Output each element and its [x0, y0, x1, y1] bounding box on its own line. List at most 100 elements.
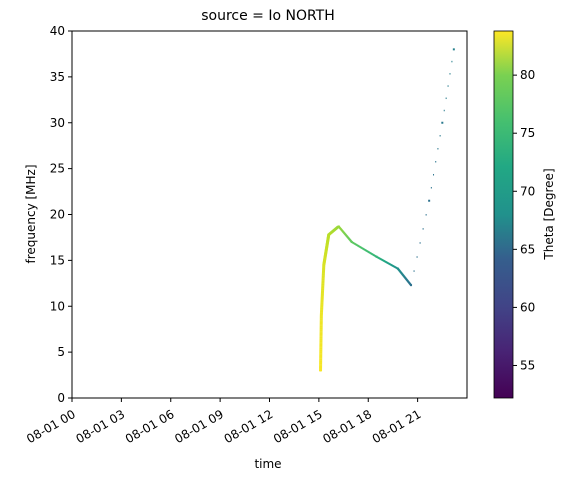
data-point — [319, 350, 323, 352]
data-point — [320, 291, 324, 294]
y-tick-label: 15 — [50, 253, 65, 267]
data-point — [319, 361, 323, 363]
colorbar — [493, 30, 514, 399]
colorbar-tick-label: 60 — [520, 300, 535, 314]
data-point — [320, 310, 324, 313]
x-tick-label: 08-01 21 — [370, 407, 424, 446]
data-point — [326, 241, 330, 244]
x-tick-label: 08-01 09 — [172, 407, 226, 446]
data-point — [441, 121, 444, 124]
data-point — [324, 252, 328, 254]
data-point — [325, 247, 329, 250]
data-point — [319, 344, 323, 347]
data-point — [319, 362, 323, 365]
x-tick-label: 08-01 18 — [320, 407, 374, 446]
y-tick-label: 35 — [50, 70, 65, 84]
data-point — [396, 267, 399, 270]
data-point — [325, 243, 329, 245]
data-point — [319, 351, 323, 354]
x-tick-label: 08-01 00 — [24, 407, 78, 446]
data-point — [323, 258, 327, 261]
data-point — [321, 286, 325, 289]
data-point — [322, 262, 326, 265]
y-tick-label: 0 — [57, 391, 65, 405]
data-point — [321, 290, 325, 293]
data-point — [322, 267, 326, 270]
y-tick-label: 10 — [50, 299, 65, 313]
x-axis-label: time — [254, 457, 281, 471]
y-tick-label: 20 — [50, 208, 65, 222]
data-point — [321, 271, 325, 274]
data-point — [319, 342, 323, 344]
data-point — [323, 255, 327, 257]
data-point — [322, 270, 326, 273]
data-point — [319, 333, 323, 336]
y-axis-label: frequency [MHz] — [24, 164, 38, 263]
data-point — [320, 297, 324, 299]
data-point — [323, 255, 327, 258]
colorbar-tick-label: 80 — [520, 68, 535, 82]
data-point — [319, 368, 323, 370]
data-point — [320, 293, 324, 295]
data-point — [422, 228, 424, 230]
plot-frame — [71, 30, 468, 399]
y-tick-label: 30 — [50, 116, 65, 130]
x-tick-label: 08-01 12 — [222, 407, 276, 446]
data-point — [319, 365, 323, 368]
data-point — [323, 258, 327, 260]
data-point — [319, 366, 323, 369]
data-point — [320, 300, 324, 303]
data-point — [319, 321, 323, 324]
data-point — [435, 160, 437, 163]
data-point — [327, 233, 330, 236]
data-point — [324, 251, 328, 253]
data-point — [321, 283, 325, 285]
data-point — [320, 305, 324, 308]
data-point — [320, 302, 324, 304]
data-point — [319, 347, 323, 350]
data-point — [449, 73, 451, 75]
data-point — [439, 134, 441, 137]
data-point — [321, 279, 325, 281]
data-point — [321, 275, 325, 278]
y-tick-label: 40 — [50, 24, 65, 38]
data-point — [322, 263, 325, 266]
data-point — [430, 186, 432, 189]
data-point — [319, 349, 323, 351]
data-point — [320, 308, 324, 310]
data-point — [319, 355, 323, 358]
data-point — [320, 307, 324, 309]
data-point — [324, 252, 328, 255]
y-axis: 0 5 10 15 20 25 30 35 40 — [50, 24, 72, 405]
data-point — [325, 246, 329, 249]
data-point — [428, 199, 431, 202]
data-point — [321, 276, 325, 279]
data-point — [319, 322, 323, 325]
data-point — [319, 329, 323, 332]
colorbar-label: Theta [Degree] — [542, 168, 556, 260]
data-point — [413, 270, 415, 272]
data-point — [321, 288, 325, 290]
data-point — [319, 336, 323, 339]
data-point — [319, 354, 323, 357]
data-point — [319, 317, 323, 319]
data-point — [325, 245, 329, 247]
data-point — [319, 324, 323, 326]
data-point — [319, 338, 323, 340]
data-point — [324, 250, 328, 253]
data-point — [321, 281, 325, 284]
colorbar-tick-label: 70 — [520, 184, 535, 198]
data-point — [325, 243, 329, 246]
data-point — [319, 325, 323, 328]
data-point — [419, 242, 421, 244]
data-point — [325, 246, 329, 248]
data-point — [319, 353, 323, 355]
x-tick-label: 08-01 03 — [74, 407, 128, 446]
data-point — [447, 85, 449, 87]
data-point — [326, 236, 330, 239]
data-point — [451, 60, 453, 63]
data-point — [324, 253, 328, 256]
data-point — [319, 360, 323, 362]
data-point — [443, 109, 445, 112]
